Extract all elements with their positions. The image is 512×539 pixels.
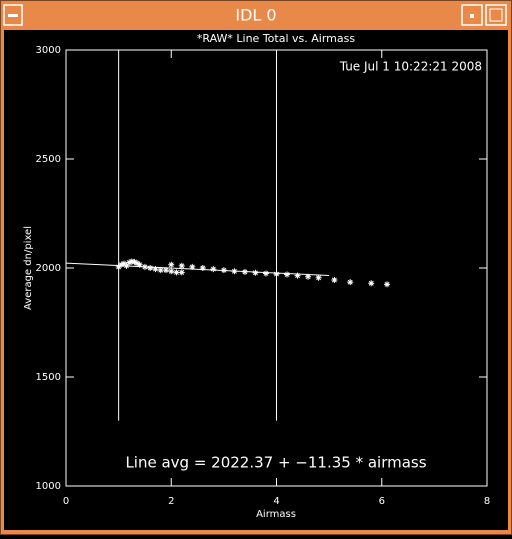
y-tick-label: 1500 (36, 372, 61, 383)
asterisk (368, 280, 375, 287)
window-title: IDL 0 (235, 6, 276, 25)
asterisk (231, 268, 238, 275)
asterisk (118, 261, 125, 268)
timestamp: Tue Jul 1 10:22:21 2008 (339, 60, 482, 74)
x-tick-label: 0 (63, 496, 69, 507)
asterisk (168, 261, 175, 268)
asterisk (115, 263, 122, 270)
asterisk (315, 274, 322, 281)
x-tick-label: 8 (484, 496, 490, 507)
menu-icon (8, 14, 18, 17)
y-tick-label: 2000 (36, 263, 61, 274)
x-tick-label: 2 (168, 496, 174, 507)
asterisk (384, 281, 391, 288)
asterisk (262, 270, 269, 277)
asterisk (178, 262, 185, 269)
asterisk (120, 260, 127, 267)
asterisk (252, 269, 259, 276)
asterisk (123, 262, 130, 269)
y-tick-label: 1000 (36, 481, 61, 492)
y-tick-label: 2500 (36, 154, 61, 165)
maximize-button[interactable] (485, 4, 507, 26)
asterisk (199, 265, 206, 271)
asterisk (162, 267, 169, 274)
asterisk (152, 266, 159, 273)
asterisk (241, 268, 248, 275)
x-tick-label: 6 (379, 496, 385, 507)
plot-window (4, 30, 508, 530)
asterisk (126, 259, 133, 266)
asterisk (347, 279, 354, 286)
asterisk (331, 276, 338, 283)
asterisk (284, 271, 291, 278)
asterisk (136, 261, 143, 268)
asterisk (220, 267, 227, 274)
asterisk (131, 258, 138, 265)
annotation: Line avg = 2022.37 + −11.35 * airmass (125, 454, 426, 472)
minimize-icon (470, 14, 474, 18)
asterisk (157, 267, 164, 274)
asterisk (178, 269, 185, 276)
asterisk (273, 271, 280, 278)
asterisk (173, 269, 180, 276)
asterisk (210, 266, 217, 273)
asterisk (168, 268, 175, 275)
asterisk (141, 263, 148, 270)
chart-title: *RAW* Line Total vs. Airmass (197, 32, 355, 45)
asterisk (189, 263, 196, 270)
y-axis-label: Average dn/pixel (23, 226, 34, 310)
asterisk (305, 273, 312, 280)
maximize-icon (489, 8, 503, 22)
asterisk (294, 272, 301, 279)
asterisk (147, 265, 154, 271)
x-axis-label: Airmass (256, 509, 296, 520)
x-tick-label: 4 (273, 496, 279, 507)
asterisk (134, 260, 141, 267)
y-tick-label: 3000 (36, 45, 61, 56)
